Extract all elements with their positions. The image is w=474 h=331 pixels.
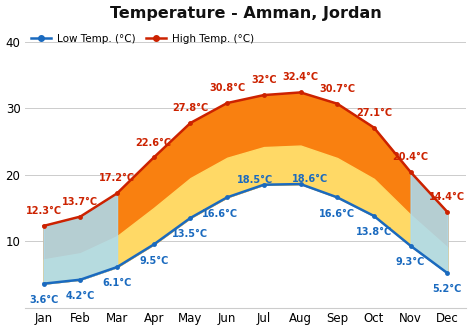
Text: 13.5°C: 13.5°C [173, 229, 209, 239]
Text: 4.2°C: 4.2°C [66, 291, 95, 301]
Legend: Low Temp. (°C), High Temp. (°C): Low Temp. (°C), High Temp. (°C) [30, 34, 254, 44]
Text: 32°C: 32°C [251, 75, 277, 85]
Text: 9.3°C: 9.3°C [396, 257, 425, 267]
Text: 13.7°C: 13.7°C [62, 197, 99, 207]
Text: 27.1°C: 27.1°C [356, 108, 392, 118]
Text: 16.6°C: 16.6°C [202, 209, 238, 219]
Text: 27.8°C: 27.8°C [173, 103, 209, 113]
Text: 5.2°C: 5.2°C [433, 284, 462, 294]
Text: 22.6°C: 22.6°C [136, 138, 172, 148]
Text: 17.2°C: 17.2°C [99, 173, 135, 183]
Text: 6.1°C: 6.1°C [102, 278, 132, 288]
Text: 12.3°C: 12.3°C [26, 206, 62, 216]
Text: 32.4°C: 32.4°C [283, 72, 319, 82]
Text: 9.5°C: 9.5°C [139, 256, 168, 266]
Text: 16.6°C: 16.6°C [319, 209, 356, 219]
Text: 30.7°C: 30.7°C [319, 84, 356, 94]
Title: Temperature - Amman, Jordan: Temperature - Amman, Jordan [109, 6, 382, 21]
Text: 18.5°C: 18.5°C [237, 175, 273, 185]
Text: 30.8°C: 30.8°C [209, 83, 245, 93]
Text: 18.6°C: 18.6°C [292, 174, 328, 184]
Text: 14.4°C: 14.4°C [429, 192, 465, 202]
Text: 20.4°C: 20.4°C [392, 152, 428, 162]
Text: 3.6°C: 3.6°C [29, 295, 58, 305]
Text: 13.8°C: 13.8°C [356, 227, 392, 237]
